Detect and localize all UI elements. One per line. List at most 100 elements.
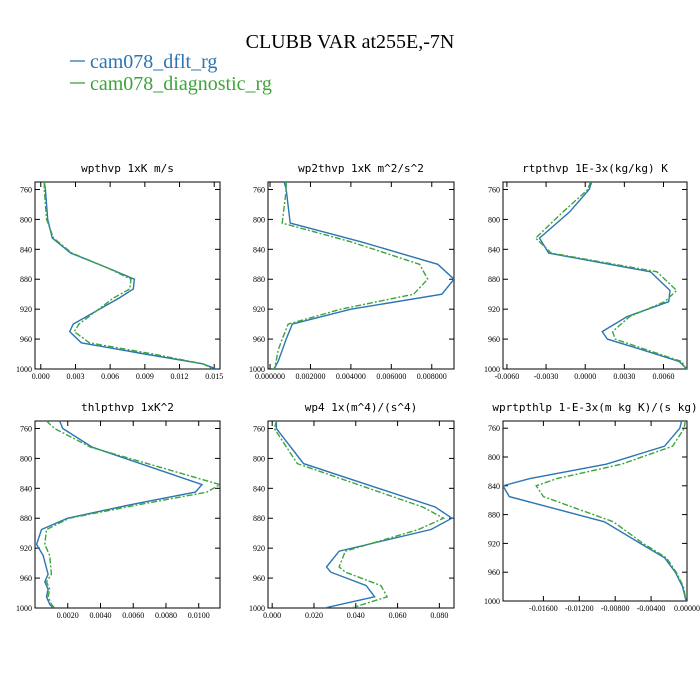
panel-3: rtpthvp 1E-3x(kg/kg) K 760 800 840 880 920 960…	[484, 162, 688, 381]
x-tick-label: -0.01600	[529, 604, 558, 613]
x-tick-label: 0.060	[389, 611, 407, 620]
x-tick-label: 0.008000	[417, 372, 447, 381]
y-tick-label: 840	[20, 484, 32, 493]
y-tick-label: 800	[20, 215, 32, 224]
y-tick-label: 880	[488, 275, 500, 284]
y-tick-label: 1000	[484, 365, 500, 374]
y-tick-label: 920	[20, 544, 32, 553]
y-tick-label: 840	[20, 245, 32, 254]
y-tick-label: 960	[253, 335, 265, 344]
axis-frame	[267, 420, 455, 609]
y-tick-label: 840	[253, 245, 265, 254]
series-line-diagnostic	[273, 182, 429, 369]
panel-1: wpthvp 1xK m/s76080084088092096010000.00…	[16, 162, 223, 381]
y-tick-label: 760	[253, 185, 265, 194]
x-tick-label: 0.0060	[122, 611, 144, 620]
x-tick-label: -0.0060	[495, 372, 520, 381]
axis-frame	[34, 420, 221, 609]
series-line-dflt	[538, 182, 687, 369]
legend-label-dflt: cam078_dflt_rg	[90, 51, 217, 73]
y-tick-label: 920	[488, 305, 500, 314]
y-tick-label: 1000	[484, 597, 500, 606]
x-tick-label: 0.015	[205, 372, 223, 381]
x-tick-label: 0.080	[430, 611, 448, 620]
page-title: CLUBB VAR at255E,-7N	[246, 31, 455, 53]
x-tick-label: 0.000	[263, 611, 281, 620]
legend-item-dflt: cam078_dflt_rg	[70, 51, 217, 73]
x-tick-label: 0.004000	[336, 372, 366, 381]
panel-title: wpthvp 1xK m/s	[81, 162, 174, 175]
y-tick-label: 880	[20, 275, 32, 284]
series-line-dflt	[43, 182, 217, 369]
panel-4: thlpthvp 1xK^2 760 800 840 880 920 960 1000 0.00…	[16, 401, 221, 620]
legend-label-diagnostic: cam078_diagnostic_rg	[90, 73, 272, 95]
panel-6: wprtpthlp 1-E-3x(m kg K)/(s kg) 760 800 840…	[484, 401, 700, 613]
x-tick-label: -0.01200	[565, 604, 594, 613]
y-tick-label: 760	[20, 185, 32, 194]
y-tick-label: 1000	[249, 604, 265, 613]
y-tick-label: 760	[20, 424, 32, 433]
y-tick-label: 800	[20, 454, 32, 463]
x-tick-label: 0.009	[136, 372, 154, 381]
x-tick-label: -0.0030	[534, 372, 559, 381]
panel-title: wprtpthlp 1-E-3x(m kg K)/(s kg)	[492, 401, 697, 414]
panel-title: wp2thvp 1xK m^2/s^2	[298, 162, 424, 175]
y-tick-label: 1000	[249, 365, 265, 374]
x-tick-label: 0.000	[32, 372, 50, 381]
axis-frame	[34, 181, 221, 370]
x-tick-label: 0.020	[305, 611, 323, 620]
y-tick-label: 920	[20, 305, 32, 314]
x-tick-label: 0.0000	[574, 372, 596, 381]
x-tick-label: -0.00400	[637, 604, 666, 613]
y-tick-label: 840	[488, 482, 500, 491]
x-tick-label: 0.0030	[613, 372, 635, 381]
y-tick-label: 960	[488, 568, 500, 577]
y-tick-label: 800	[488, 215, 500, 224]
panel-5: wp4 1x(m^4)/(s^4)76080084088092096010000…	[249, 401, 455, 620]
legend-item-diagnostic: cam078_diagnostic_rg	[70, 73, 272, 95]
series-line-dflt	[503, 421, 687, 601]
x-tick-label: 0.002000	[295, 372, 325, 381]
series-line-diagnostic	[44, 421, 220, 608]
y-tick-label: 960	[253, 574, 265, 583]
panel-title: wp4 1x(m^4)/(s^4)	[305, 401, 418, 414]
y-tick-label: 760	[488, 185, 500, 194]
x-tick-label: 0.040	[347, 611, 365, 620]
panel-2: wp2thvp 1xK m^2/s^2 760 800 840 880 920 960 100…	[249, 162, 455, 381]
x-tick-label: 0.0060	[653, 372, 675, 381]
y-tick-label: 920	[488, 539, 500, 548]
x-tick-label: 0.0080	[155, 611, 177, 620]
y-tick-label: 960	[488, 335, 500, 344]
legend: cam078_dflt_rg cam078_diagnostic_rg	[70, 51, 272, 95]
x-tick-label: -0.00800	[601, 604, 630, 613]
series-line-diagnostic	[535, 421, 687, 601]
series-line-dflt	[275, 421, 454, 608]
x-tick-label: 0.0100	[188, 611, 210, 620]
y-tick-label: 880	[253, 514, 265, 523]
x-tick-label: 0.0040	[89, 611, 111, 620]
y-tick-label: 1000	[16, 365, 32, 374]
x-tick-label: 0.006000	[376, 372, 406, 381]
y-tick-label: 800	[253, 454, 265, 463]
y-tick-label: 920	[253, 544, 265, 553]
y-tick-label: 800	[253, 215, 265, 224]
y-tick-label: 880	[488, 511, 500, 520]
y-tick-label: 840	[488, 245, 500, 254]
y-tick-label: 920	[253, 305, 265, 314]
y-tick-label: 960	[20, 574, 32, 583]
series-line-diagnostic	[43, 182, 214, 369]
panel-title: rtpthvp 1E-3x(kg/kg) K	[522, 162, 668, 175]
panel-title: thlpthvp 1xK^2	[81, 401, 174, 414]
x-tick-label: 0.00000	[674, 604, 700, 613]
series-line-dflt	[35, 421, 204, 608]
series-line-dflt	[273, 182, 454, 369]
x-tick-label: 0.0020	[57, 611, 79, 620]
x-tick-label: 0.006	[101, 372, 119, 381]
y-tick-label: 800	[488, 453, 500, 462]
y-tick-label: 760	[488, 424, 500, 433]
y-tick-label: 1000	[16, 604, 32, 613]
axis-frame	[502, 181, 688, 370]
x-tick-label: 0.012	[171, 372, 189, 381]
y-tick-label: 840	[253, 484, 265, 493]
